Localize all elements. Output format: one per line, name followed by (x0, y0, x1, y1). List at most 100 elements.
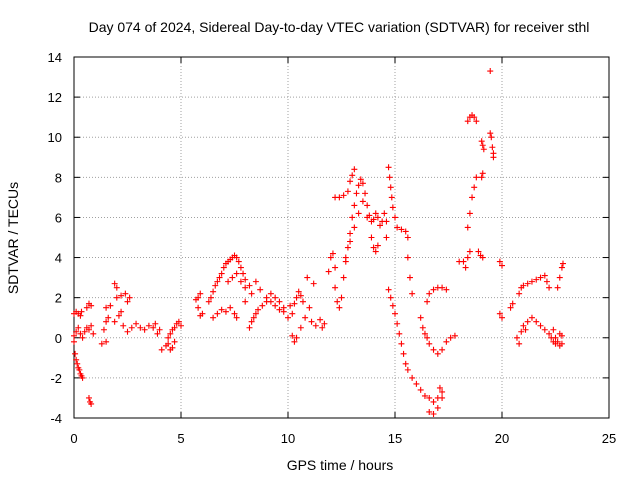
data-point (103, 338, 110, 345)
data-point (233, 314, 240, 321)
data-point (240, 270, 247, 277)
data-point (447, 334, 454, 341)
data-point (381, 210, 388, 217)
data-point (340, 192, 347, 199)
data-point (79, 334, 86, 341)
data-point (377, 222, 384, 229)
data-point (165, 340, 172, 347)
data-point (342, 254, 349, 261)
data-point (107, 302, 114, 309)
data-point (409, 290, 416, 297)
data-point (424, 334, 431, 341)
data-point (122, 290, 129, 297)
data-point (443, 338, 450, 345)
data-point (537, 322, 544, 329)
data-point (537, 274, 544, 281)
data-point (546, 284, 553, 291)
data-point (362, 190, 369, 197)
data-point (237, 278, 244, 285)
data-point (156, 326, 163, 333)
data-point (355, 182, 362, 189)
data-point (302, 314, 309, 321)
data-point (267, 290, 274, 297)
data-point (355, 210, 362, 217)
y-tick-label: -4 (50, 411, 62, 426)
data-point (351, 166, 358, 173)
data-point (118, 292, 125, 299)
data-point (297, 292, 304, 299)
data-point (229, 274, 236, 281)
data-point (237, 264, 244, 271)
data-point (308, 318, 315, 325)
data-point (124, 328, 131, 335)
data-point (78, 308, 85, 315)
data-point (489, 144, 496, 151)
data-point (111, 280, 118, 287)
data-point (141, 326, 148, 333)
data-point (479, 254, 486, 261)
data-point (195, 304, 202, 311)
data-point (402, 360, 409, 367)
data-point (496, 258, 503, 265)
data-point (516, 290, 523, 297)
data-point (103, 318, 110, 325)
y-tick-label: -2 (50, 371, 62, 386)
data-point (398, 340, 405, 347)
data-point (404, 366, 411, 373)
data-point (98, 340, 105, 347)
data-point (205, 298, 212, 305)
data-point (178, 322, 184, 329)
data-point (319, 324, 326, 331)
data-point (227, 304, 234, 311)
data-point (329, 250, 336, 257)
data-point (478, 174, 485, 181)
data-point (389, 302, 396, 309)
data-point (464, 224, 471, 231)
data-point (344, 188, 351, 195)
data-point (158, 346, 165, 353)
data-point (466, 248, 473, 255)
data-point (426, 408, 433, 415)
data-point (75, 324, 82, 331)
data-point (439, 388, 446, 395)
data-point (210, 288, 217, 295)
data-point (351, 202, 358, 209)
data-point (276, 298, 283, 305)
data-point (72, 350, 79, 357)
data-point (386, 174, 393, 181)
data-point (344, 244, 351, 251)
data-point (394, 320, 401, 327)
data-point (499, 314, 505, 321)
data-point (409, 374, 416, 381)
data-point (460, 258, 467, 265)
y-axis-label: SDTVAR / TECUs (5, 182, 21, 294)
data-point (388, 194, 395, 201)
data-point (488, 134, 495, 141)
data-point (338, 294, 345, 301)
data-point (556, 274, 563, 281)
data-point (81, 328, 88, 335)
data-point (398, 226, 405, 233)
data-point (349, 214, 356, 221)
data-point (546, 330, 553, 337)
data-point (473, 118, 480, 125)
data-point (430, 398, 437, 405)
data-point (195, 294, 202, 301)
data-point (471, 114, 478, 121)
data-point (218, 270, 225, 277)
data-point (214, 310, 221, 317)
data-point (479, 142, 486, 149)
data-point (145, 322, 152, 329)
data-point (421, 392, 428, 399)
data-point (426, 290, 433, 297)
data-point (394, 224, 401, 231)
data-point (304, 274, 311, 281)
y-tick-label: 4 (55, 251, 62, 266)
y-tick-label: 0 (55, 331, 62, 346)
data-point (257, 286, 264, 293)
data-point (115, 312, 122, 319)
data-point (372, 248, 379, 255)
data-point (233, 270, 240, 277)
data-point (522, 326, 529, 333)
